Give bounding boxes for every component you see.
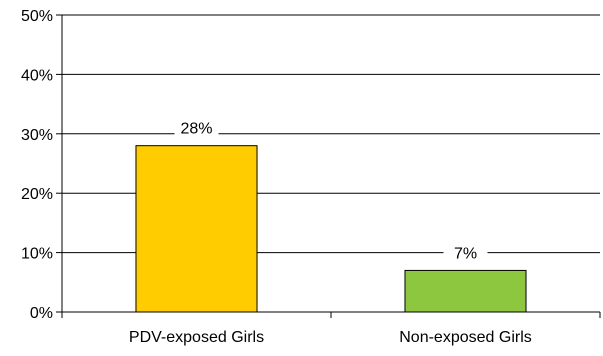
y-tick-label: 10% xyxy=(21,246,53,263)
y-tick-label: 50% xyxy=(21,8,53,25)
bars xyxy=(136,146,526,312)
x-tick-label: Non-exposed Girls xyxy=(399,329,532,346)
y-tick-label: 40% xyxy=(21,67,53,84)
y-tick-label: 0% xyxy=(30,305,53,322)
data-label: 7% xyxy=(454,245,477,262)
y-tick-labels: 0% 10% 20% 30% 40% 50% xyxy=(21,8,53,322)
x-tick-labels: PDV-exposed Girls Non-exposed Girls xyxy=(129,329,532,346)
bar-non-exposed-girls xyxy=(405,270,526,312)
x-tick-label: PDV-exposed Girls xyxy=(129,329,264,346)
y-tick-label: 20% xyxy=(21,186,53,203)
y-tick-label: 30% xyxy=(21,127,53,144)
bar-pdv-exposed-girls xyxy=(136,146,257,312)
data-label: 28% xyxy=(180,121,212,138)
